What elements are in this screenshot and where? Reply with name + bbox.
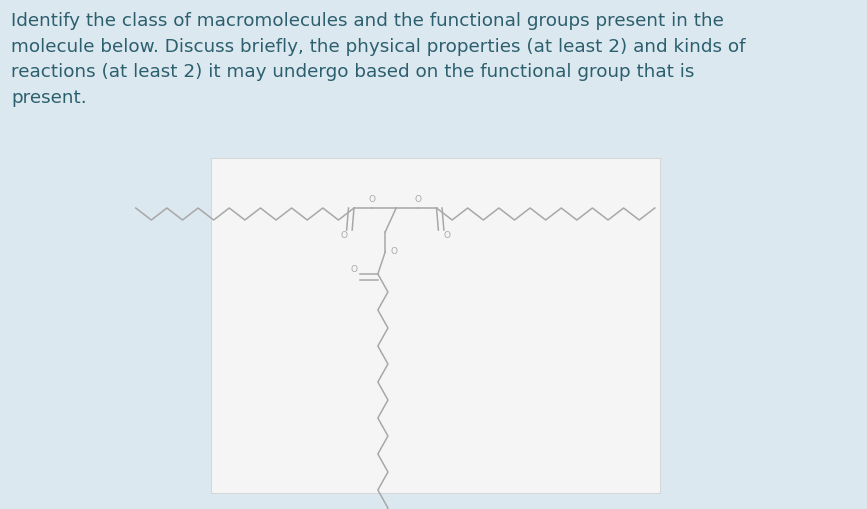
Text: Identify the class of macromolecules and the functional groups present in the
mo: Identify the class of macromolecules and…: [11, 12, 746, 107]
Text: O: O: [414, 194, 421, 204]
Text: O: O: [443, 231, 450, 240]
Text: O: O: [368, 194, 375, 204]
Text: O: O: [391, 247, 398, 257]
Text: O: O: [350, 266, 357, 274]
Text: O: O: [341, 231, 348, 240]
Bar: [211, 158, 661, 493]
